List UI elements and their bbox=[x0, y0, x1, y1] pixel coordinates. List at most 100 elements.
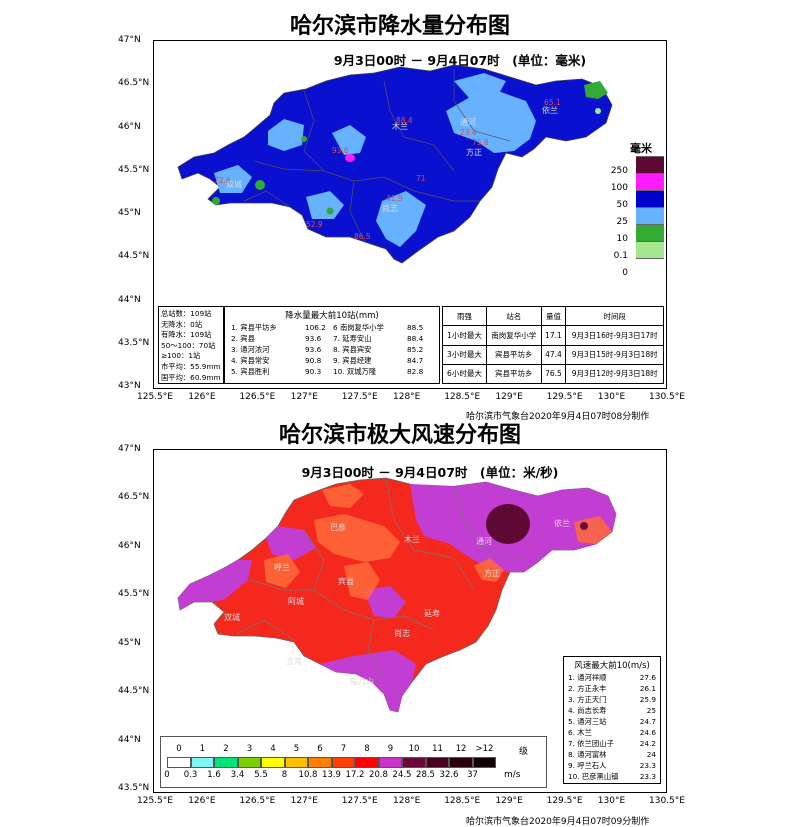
wind-color-swatch bbox=[378, 757, 402, 768]
rain-legend-label: 0 bbox=[622, 268, 628, 278]
wind-place-label: 延寿 bbox=[424, 608, 440, 618]
lat-label: 47°N bbox=[118, 35, 141, 45]
wind-top10-name: 10. 巴彦黑山镇 bbox=[568, 772, 619, 781]
wind-top10-value: 24.7 bbox=[639, 717, 656, 726]
wind-level-unit: 级 bbox=[519, 747, 529, 757]
rain-map-subtitle: 9月3日00时 － 9月4日07时 (单位：毫米) bbox=[333, 53, 587, 68]
rain-top10-box: 降水量最大前10站(mm) 1. 宾县平坊乡 106.2 2. 宾县 93.6 3. 通… bbox=[224, 306, 440, 384]
rain-top10-name: 6 南岗复华小学 bbox=[333, 323, 384, 332]
rain-legend-label: 10 bbox=[616, 234, 628, 244]
wind-level-label: 12 bbox=[455, 744, 467, 754]
intensity-cell: 9月3日12时-9月3日18时 bbox=[565, 363, 664, 385]
rain-intensity-table: 雨强 站名 量值 时间段 1小时最大 南岗复华小学 17.1 9月3日16时-9月3日17时 3… bbox=[442, 305, 664, 385]
wind-speed-label: 32.6 bbox=[439, 770, 459, 780]
intensity-header: 时间段 bbox=[565, 305, 664, 327]
wind-place-label: 阿城 bbox=[288, 597, 304, 606]
rain-stat-line: 总站数：109站 bbox=[161, 309, 212, 318]
intensity-header: 量值 bbox=[540, 305, 567, 327]
rain-place-label: 依兰 bbox=[542, 105, 558, 115]
wind-top10-row: 4. 尚志长寿 25 bbox=[568, 706, 656, 717]
wind-place-label: 宾县 bbox=[338, 576, 354, 586]
wind-speed-label: 20.8 bbox=[369, 770, 388, 780]
wind-level-label: >12 bbox=[475, 744, 494, 754]
rain-value-label: 88.4 bbox=[396, 116, 413, 125]
lat-label: 45.5°N bbox=[118, 589, 150, 600]
wind-top10-value: 24 bbox=[646, 750, 656, 759]
lat-label: 43°N bbox=[118, 381, 141, 391]
wind-speed-label: 3.4 bbox=[230, 770, 245, 780]
lon-label: 128°E bbox=[393, 796, 421, 806]
rain-top10-value: 106.2 bbox=[305, 323, 326, 332]
rain-legend-swatch bbox=[636, 173, 664, 191]
rain-map-svg: 通河 方正 尚志 双城 木兰 依兰 65.1 93.6 41.9 71 72.6… bbox=[177, 64, 613, 264]
lon-label: 127°E bbox=[290, 392, 318, 402]
rain-top10-value: 93.6 bbox=[305, 345, 322, 354]
rain-legend-label: 25 bbox=[616, 217, 628, 227]
wind-top10-name: 2. 方正永丰 bbox=[568, 684, 607, 693]
wind-level-label: 10 bbox=[408, 744, 420, 754]
wind-top10-name: 6. 木兰 bbox=[568, 728, 592, 737]
wind-speed-label: 24.5 bbox=[392, 770, 412, 780]
intensity-header-row: 雨强 站名 量值 时间段 bbox=[442, 305, 664, 327]
wind-top10-row: 2. 方正永丰 26.1 bbox=[568, 684, 656, 695]
rain-value-label: 71 bbox=[416, 174, 426, 183]
wind-speed-label: 0 bbox=[164, 770, 170, 780]
wind-place-label: 巴彦 bbox=[330, 522, 346, 532]
wind-speed-label: 1.6 bbox=[207, 770, 221, 780]
rain-value-label: 52.9 bbox=[306, 220, 323, 229]
wind-top10-value: 25.9 bbox=[639, 695, 656, 704]
lon-label: 126.5°E bbox=[239, 796, 276, 806]
wind-top10-row: 6. 木兰 24.6 bbox=[568, 728, 656, 739]
wind-place-label: 木兰 bbox=[404, 534, 420, 544]
wind-map-title: 哈尔滨市极大风速分布图 bbox=[278, 423, 521, 448]
rain-top10-value: 88.5 bbox=[407, 323, 424, 332]
wind-top10-value: 25 bbox=[646, 706, 656, 715]
rain-value-label: 75.8 bbox=[472, 138, 489, 147]
wind-place-label: 呼兰 bbox=[274, 562, 290, 572]
rain-legend-label: 250 bbox=[610, 166, 628, 176]
lat-label: 45.5°N bbox=[118, 164, 150, 175]
lat-label: 43.5°N bbox=[118, 783, 150, 793]
intensity-cell: 南岗复华小学 bbox=[485, 325, 542, 346]
rain-top10-name: 1. 宾县平坊乡 bbox=[231, 323, 277, 332]
rain-legend-swatch bbox=[636, 258, 664, 276]
intensity-cell: 宾县平坊乡 bbox=[485, 363, 542, 385]
wind-place-label: 尚志 bbox=[394, 628, 410, 638]
wind-top10-name: 4. 尚志长寿 bbox=[568, 706, 607, 715]
wind-speed-label: 0.3 bbox=[183, 770, 198, 780]
wind-top10-row: 1. 通河祥顺 27.6 bbox=[568, 673, 656, 684]
lon-label: 128°E bbox=[393, 392, 421, 402]
wind-top10-value: 23.3 bbox=[639, 761, 656, 770]
lon-label: 129.5°E bbox=[546, 392, 583, 402]
wind-level-label: 6 bbox=[317, 744, 323, 754]
wind-top10-value: 24.6 bbox=[639, 728, 656, 737]
rain-stat-line: 50～100：70站 bbox=[161, 340, 216, 350]
lat-label: 46.5°N bbox=[118, 492, 150, 503]
rain-legend-swatch bbox=[636, 156, 664, 174]
wind-top10-row: 7. 依兰团山子 24.2 bbox=[568, 739, 656, 750]
rain-legend-label: 50 bbox=[616, 200, 628, 210]
lat-label: 45°N bbox=[118, 208, 141, 218]
wind-top10-row: 3. 方正天门 25.9 bbox=[568, 695, 656, 706]
wind-level-label: 1 bbox=[199, 744, 206, 754]
lon-label: 129°E bbox=[495, 392, 523, 402]
wind-level-label: 7 bbox=[340, 744, 347, 754]
rain-legend-swatch bbox=[636, 224, 664, 242]
rain-value-label: 93.6 bbox=[332, 146, 349, 155]
wind-top10-name: 9. 呼兰石人 bbox=[568, 761, 607, 770]
intensity-cell: 宾县平坊乡 bbox=[485, 344, 542, 365]
intensity-cell: 9月3日15时-9月3日18时 bbox=[565, 344, 664, 365]
lat-label: 46°N bbox=[118, 540, 141, 551]
lon-label: 130.5°E bbox=[649, 392, 685, 402]
rain-value-label: 41.9 bbox=[386, 194, 403, 203]
lon-label: 128.5°E bbox=[444, 392, 481, 402]
wind-top10-box: 风速最大前10(m/s) 1. 通河祥顺 27.6 2. 方正永丰 26.1 3. 方正… bbox=[563, 656, 661, 784]
rain-value-label: 65.1 bbox=[544, 98, 561, 107]
rain-top10-name: 8. 宾县宾安 bbox=[333, 345, 372, 354]
wind-place-label: 五常 bbox=[286, 657, 302, 666]
rain-top10-value: 88.4 bbox=[407, 334, 424, 343]
rain-legend-title: 毫米 bbox=[630, 142, 652, 155]
intensity-row: 1小时最大 南岗复华小学 17.1 9月3日16时-9月3日17时 bbox=[442, 325, 664, 346]
rain-place-label: 尚志 bbox=[382, 203, 398, 213]
rain-legend-label: 100 bbox=[610, 183, 628, 193]
